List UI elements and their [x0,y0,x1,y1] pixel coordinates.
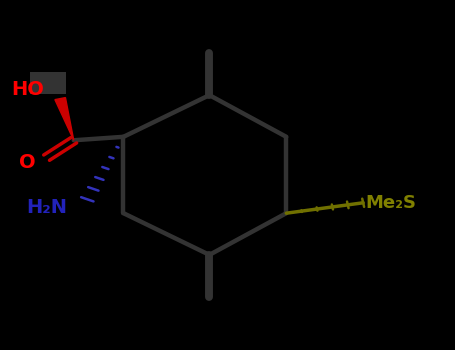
Text: HO: HO [11,80,44,99]
Polygon shape [55,98,74,140]
Text: O: O [19,153,35,172]
FancyBboxPatch shape [30,72,66,94]
Text: H₂N: H₂N [26,198,67,217]
Text: Me₂S: Me₂S [365,194,416,212]
